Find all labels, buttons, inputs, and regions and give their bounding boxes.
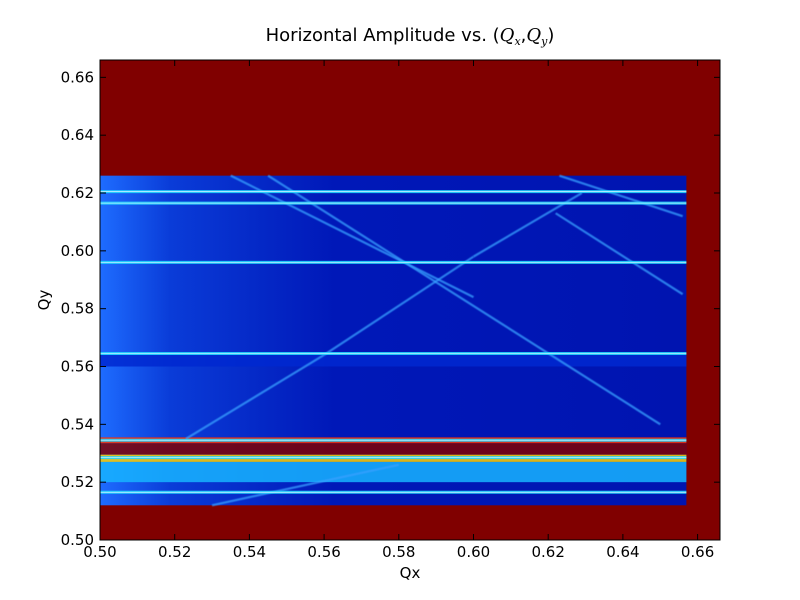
x-tick-label-1: 0.52 [158, 543, 191, 561]
horizontal-resonance-lines [100, 190, 687, 494]
title-prefix: Horizontal Amplitude vs. ( [266, 25, 500, 46]
diagonal-line-3 [230, 174, 474, 299]
chart-title: Horizontal Amplitude vs. (Qx,Qy) [266, 25, 555, 48]
title-suffix: ) [547, 25, 554, 46]
axes-frame [99, 59, 721, 541]
x-tick-label-7: 0.64 [606, 543, 639, 561]
diagonal-resonance-lines [185, 174, 684, 507]
diagonal-line-0 [185, 353, 325, 440]
diagonal-line-4 [267, 174, 661, 426]
x-tick-label-2: 0.54 [233, 543, 266, 561]
y-tick-label-2: 0.54 [61, 415, 94, 433]
y-tick-label-0: 0.50 [61, 531, 94, 549]
x-tick-label-8: 0.66 [681, 543, 714, 561]
title-qy-sub: y [540, 35, 548, 48]
x-tick-label-5: 0.60 [457, 543, 490, 561]
x-tick-label-3: 0.56 [307, 543, 340, 561]
diagonal-line-6 [211, 463, 400, 507]
title-sep: , [521, 25, 527, 46]
y-tick-label-5: 0.60 [61, 242, 94, 260]
heatmap-plot-area [100, 60, 720, 540]
x-axis-ticks: 0.50 0.52 0.54 0.56 0.58 0.60 0.62 0.64 0.66 [83, 60, 714, 561]
title-qx: Q [500, 25, 515, 46]
x-tick-label-0: 0.50 [83, 543, 116, 561]
diagonal-line-1 [323, 255, 475, 356]
title-qy: Q [526, 25, 541, 46]
title-qx-sub: x [514, 35, 521, 48]
x-tick-label-4: 0.58 [382, 543, 415, 561]
y-tick-label-1: 0.52 [61, 473, 94, 491]
y-tick-label-7: 0.64 [61, 126, 94, 144]
x-tick-label-6: 0.62 [531, 543, 564, 561]
y-tick-label-6: 0.62 [61, 184, 94, 202]
y-tick-label-4: 0.58 [61, 300, 94, 318]
x-axis-label: Qx [400, 564, 421, 582]
band-cyan [100, 461, 687, 483]
y-axis-label: Qy [35, 290, 53, 311]
y-tick-label-8: 0.66 [61, 68, 94, 86]
y-axis-ticks: 0.50 0.52 0.54 0.56 0.58 0.60 0.62 0.64 0.66 [61, 68, 720, 549]
band-dark-red [100, 443, 687, 455]
band-mid-blue [100, 354, 687, 367]
diagonal-line-5 [555, 212, 684, 296]
heatmap-valid-region [100, 175, 687, 506]
diagonal-line-7 [559, 174, 683, 218]
y-tick-label-3: 0.56 [61, 358, 94, 376]
